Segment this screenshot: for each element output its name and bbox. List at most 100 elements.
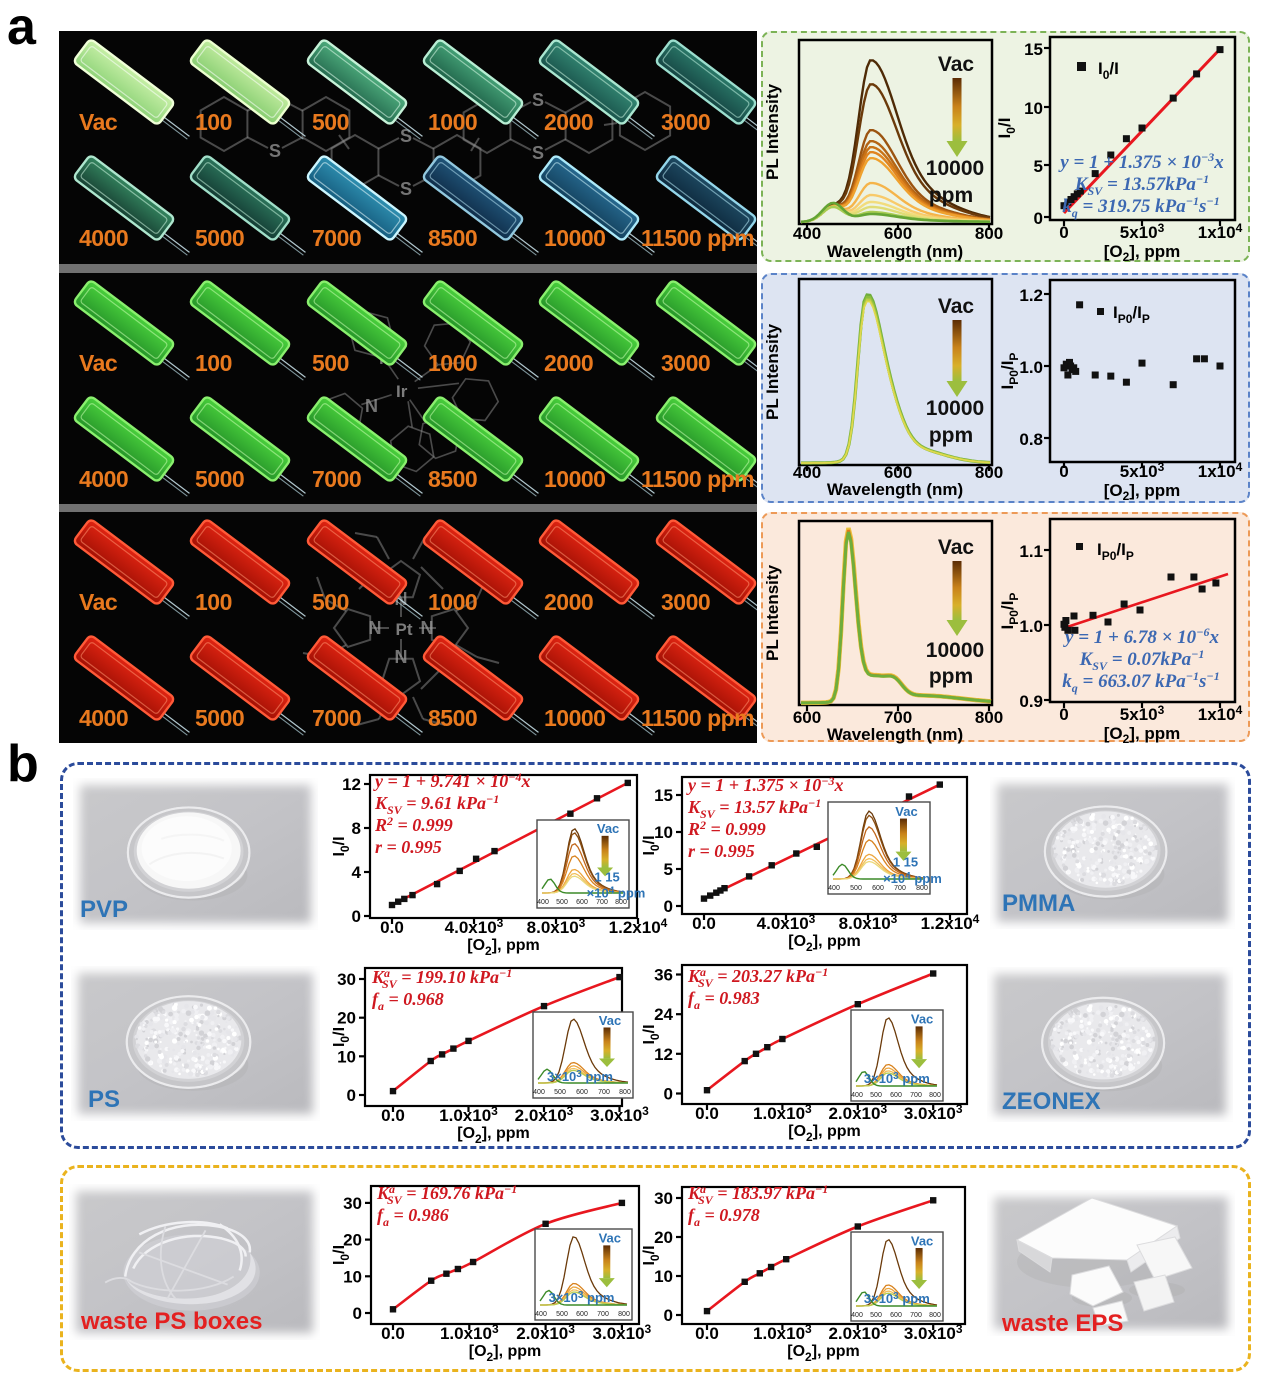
- svg-text:3000: 3000: [661, 350, 710, 376]
- svg-text:400: 400: [793, 463, 821, 482]
- svg-text:15: 15: [1024, 40, 1043, 59]
- svg-text:0.0: 0.0: [380, 918, 404, 937]
- svg-text:10000: 10000: [544, 705, 605, 731]
- svg-text:Wavelength (nm): Wavelength (nm): [827, 725, 963, 744]
- svg-text:500: 500: [870, 1092, 882, 1099]
- svg-text:1000: 1000: [428, 589, 477, 615]
- svg-text:Vac: Vac: [911, 1012, 933, 1027]
- svg-text:S: S: [400, 179, 412, 199]
- svg-text:1 15: 1 15: [893, 854, 918, 869]
- svg-text:800: 800: [975, 224, 1003, 243]
- svg-text:10: 10: [1024, 99, 1043, 118]
- svg-text:0: 0: [353, 1304, 362, 1323]
- svg-text:S: S: [532, 143, 544, 163]
- svg-text:7000: 7000: [312, 705, 361, 731]
- svg-text:fa = 0.986: fa = 0.986: [377, 1205, 449, 1229]
- svg-text:3000: 3000: [661, 109, 710, 135]
- svg-text:8: 8: [352, 819, 361, 838]
- svg-text:1.2x104: 1.2x104: [921, 912, 980, 933]
- svg-text:4.0x103: 4.0x103: [445, 916, 504, 937]
- svg-text:×104 ppm: ×104 ppm: [587, 885, 646, 900]
- svg-text:3×103 ppm: 3×103 ppm: [864, 1291, 930, 1306]
- svg-text:4000: 4000: [79, 705, 128, 731]
- svg-text:2.0x103: 2.0x103: [516, 1322, 575, 1343]
- svg-text:PL Intensity: PL Intensity: [763, 83, 782, 180]
- svg-text:1000: 1000: [428, 109, 477, 135]
- svg-text:400: 400: [851, 1092, 863, 1099]
- svg-text:[O2], ppm: [O2], ppm: [457, 1125, 529, 1146]
- svg-text:400: 400: [851, 1312, 863, 1319]
- svg-text:8500: 8500: [428, 225, 477, 251]
- svg-text:12: 12: [342, 775, 361, 794]
- svg-text:[O2], ppm: [O2], ppm: [787, 1343, 859, 1364]
- svg-text:2.0x103: 2.0x103: [828, 1322, 887, 1343]
- svg-text:800: 800: [975, 708, 1003, 727]
- svg-text:3.0x103: 3.0x103: [904, 1322, 963, 1343]
- svg-text:700: 700: [597, 1311, 609, 1318]
- svg-text:400: 400: [533, 1089, 545, 1096]
- svg-text:ppm: ppm: [929, 665, 973, 688]
- svg-text:600: 600: [576, 1311, 588, 1318]
- svg-text:I0/I: I0/I: [1098, 59, 1119, 82]
- svg-text:0.0: 0.0: [381, 1324, 405, 1343]
- svg-text:20: 20: [337, 1009, 356, 1028]
- svg-text:5x103: 5x103: [1120, 221, 1165, 242]
- svg-text:500: 500: [870, 1312, 882, 1319]
- svg-text:0.0: 0.0: [692, 914, 716, 933]
- svg-text:100: 100: [195, 350, 232, 376]
- svg-text:3.0x103: 3.0x103: [904, 1102, 963, 1123]
- svg-text:10000: 10000: [544, 466, 605, 492]
- svg-text:24: 24: [654, 1005, 673, 1024]
- svg-text:kq = 319.75 kPa−1s−1: kq = 319.75 kPa−1s−1: [1062, 194, 1219, 220]
- svg-text:400: 400: [537, 899, 549, 906]
- svg-text:600: 600: [793, 708, 821, 727]
- svg-text:500: 500: [312, 350, 349, 376]
- svg-text:5x103: 5x103: [1120, 703, 1165, 724]
- svg-text:800: 800: [618, 1311, 630, 1318]
- svg-text:2000: 2000: [544, 350, 593, 376]
- svg-text:Vac: Vac: [79, 589, 118, 615]
- svg-text:800: 800: [929, 1092, 941, 1099]
- svg-text:4.0x103: 4.0x103: [757, 912, 816, 933]
- svg-text:N: N: [421, 618, 434, 638]
- svg-text:8.0x103: 8.0x103: [527, 916, 586, 937]
- svg-text:fa = 0.968: fa = 0.968: [372, 989, 444, 1013]
- svg-text:3.0x103: 3.0x103: [593, 1322, 652, 1343]
- svg-text:1.0: 1.0: [1019, 617, 1043, 636]
- svg-text:11500 ppm: 11500 ppm: [641, 466, 754, 492]
- svg-text:[O2], ppm: [O2], ppm: [467, 937, 539, 958]
- svg-text:7000: 7000: [312, 466, 361, 492]
- svg-text:1.0x103: 1.0x103: [440, 1322, 499, 1343]
- svg-text:1.1: 1.1: [1019, 542, 1043, 561]
- svg-text:Pt: Pt: [396, 620, 413, 639]
- svg-text:800: 800: [916, 885, 928, 892]
- svg-text:S: S: [532, 90, 544, 110]
- svg-text:800: 800: [929, 1312, 941, 1319]
- svg-text:0: 0: [664, 1085, 673, 1104]
- svg-text:×104 ppm: ×104 ppm: [883, 871, 942, 886]
- svg-text:0: 0: [347, 1086, 356, 1105]
- svg-text:IP0/IP: IP0/IP: [1097, 540, 1134, 563]
- svg-text:700: 700: [910, 1092, 922, 1099]
- svg-text:8500: 8500: [428, 466, 477, 492]
- svg-text:0: 0: [1034, 209, 1043, 228]
- svg-text:[O2], ppm: [O2], ppm: [1104, 481, 1181, 503]
- svg-text:36: 36: [654, 966, 673, 985]
- svg-text:y = 1 + 1.375 × 10−3x: y = 1 + 1.375 × 10−3x: [686, 774, 844, 795]
- svg-text:700: 700: [596, 899, 608, 906]
- svg-text:3000: 3000: [661, 589, 710, 615]
- svg-text:600: 600: [884, 463, 912, 482]
- svg-text:600: 600: [884, 224, 912, 243]
- svg-text:11500 ppm: 11500 ppm: [641, 225, 754, 251]
- svg-text:1x104: 1x104: [1198, 703, 1243, 724]
- svg-text:20: 20: [343, 1231, 362, 1250]
- svg-text:I0/I: I0/I: [641, 1024, 662, 1044]
- svg-text:IP0/IP: IP0/IP: [998, 353, 1021, 390]
- svg-text:[O2], ppm: [O2], ppm: [469, 1343, 541, 1364]
- svg-text:2.0x103: 2.0x103: [828, 1102, 887, 1123]
- svg-text:y = 1 + 1.375 × 10−3x: y = 1 + 1.375 × 10−3x: [1058, 150, 1224, 173]
- svg-text:400: 400: [828, 885, 840, 892]
- svg-text:7000: 7000: [312, 225, 361, 251]
